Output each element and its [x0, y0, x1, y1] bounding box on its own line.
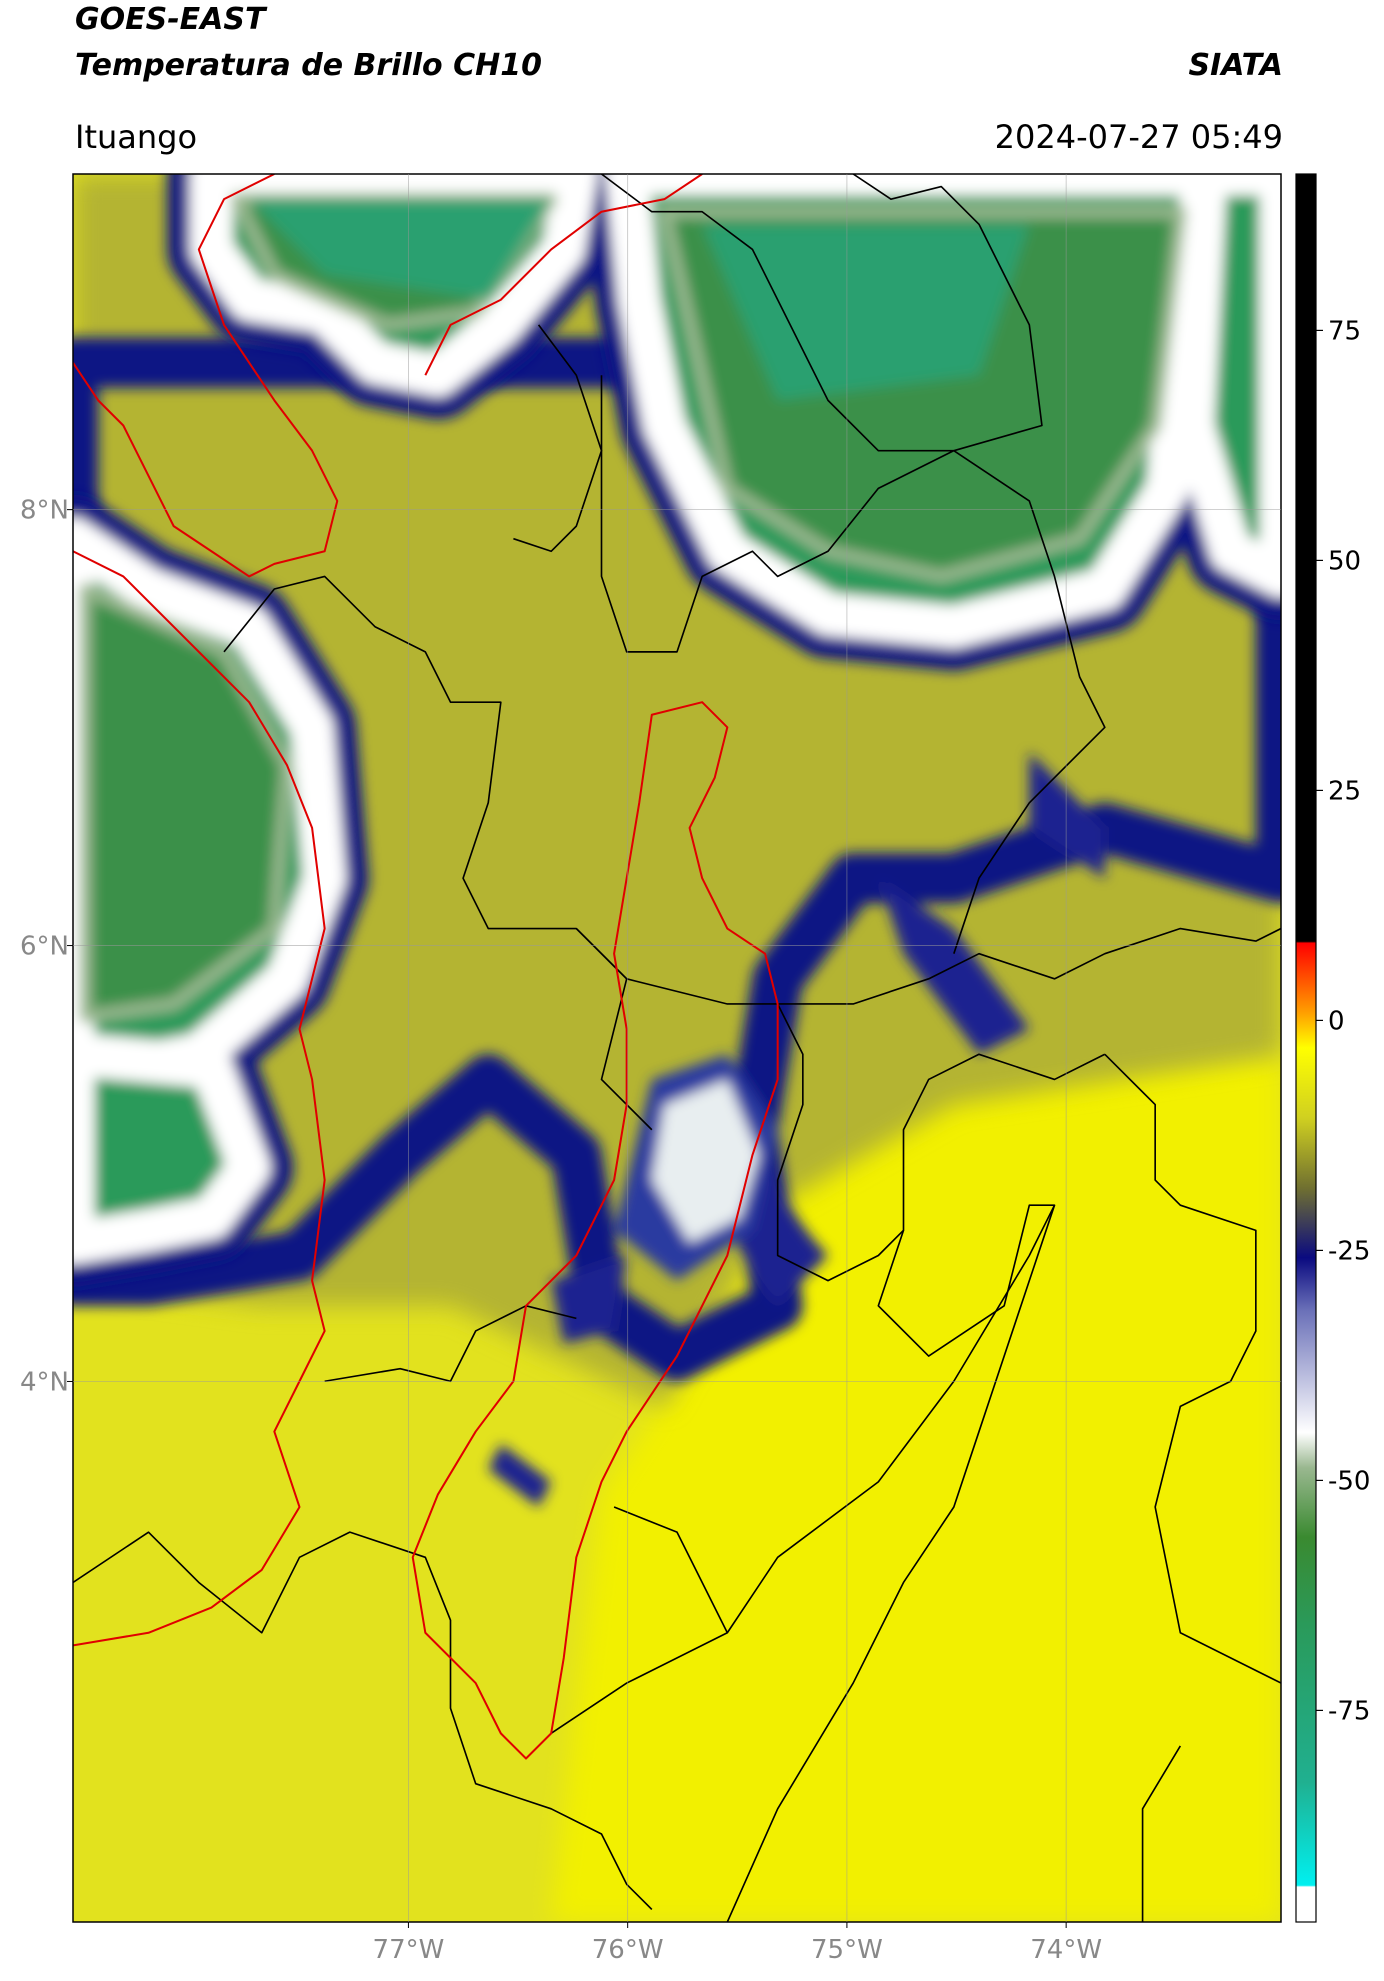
colorbar-tick-label: -25	[1328, 1236, 1370, 1266]
colorbar-tick-label: 25	[1328, 776, 1361, 806]
colorbar-tick-label: -75	[1328, 1696, 1370, 1726]
map-image	[73, 174, 1281, 1922]
x-tick-label: 74°W	[1030, 1935, 1102, 1965]
colorbar	[1295, 173, 1317, 1923]
brand: SIATA	[1189, 48, 1283, 83]
x-tick-label: 77°W	[373, 1935, 445, 1965]
colorbar-tick-label: 75	[1328, 316, 1361, 346]
colorbar-tick-label: -50	[1328, 1466, 1370, 1496]
location: Ituango	[75, 118, 197, 156]
y-tick-label: 8°N	[20, 496, 69, 526]
x-tick-label: 75°W	[811, 1935, 883, 1965]
colorbar-tick-label: 50	[1328, 546, 1361, 576]
y-tick-label: 6°N	[20, 932, 69, 962]
title: GOES-EAST	[75, 2, 268, 37]
datetime: 2024-07-27 05:49	[995, 118, 1283, 156]
colorbar-tick-label: 0	[1328, 1006, 1345, 1036]
y-tick-label: 4°N	[20, 1367, 69, 1397]
map-frame	[72, 173, 1282, 1923]
x-tick-label: 76°W	[592, 1935, 664, 1965]
subtitle: Temperatura de Brillo CH10	[75, 48, 542, 83]
